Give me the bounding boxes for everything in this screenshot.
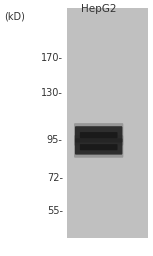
Text: (kD): (kD) xyxy=(5,12,25,22)
Bar xyxy=(67,8,148,238)
Text: 95-: 95- xyxy=(47,134,63,145)
Text: 55-: 55- xyxy=(47,206,63,216)
FancyBboxPatch shape xyxy=(74,135,123,158)
FancyBboxPatch shape xyxy=(74,123,123,146)
FancyBboxPatch shape xyxy=(75,126,122,143)
FancyBboxPatch shape xyxy=(80,144,118,150)
Text: HepG2: HepG2 xyxy=(81,4,116,14)
FancyBboxPatch shape xyxy=(80,132,118,138)
Text: 130-: 130- xyxy=(41,88,63,99)
FancyBboxPatch shape xyxy=(75,138,122,155)
Text: 72-: 72- xyxy=(47,173,63,183)
Text: 170-: 170- xyxy=(41,52,63,63)
